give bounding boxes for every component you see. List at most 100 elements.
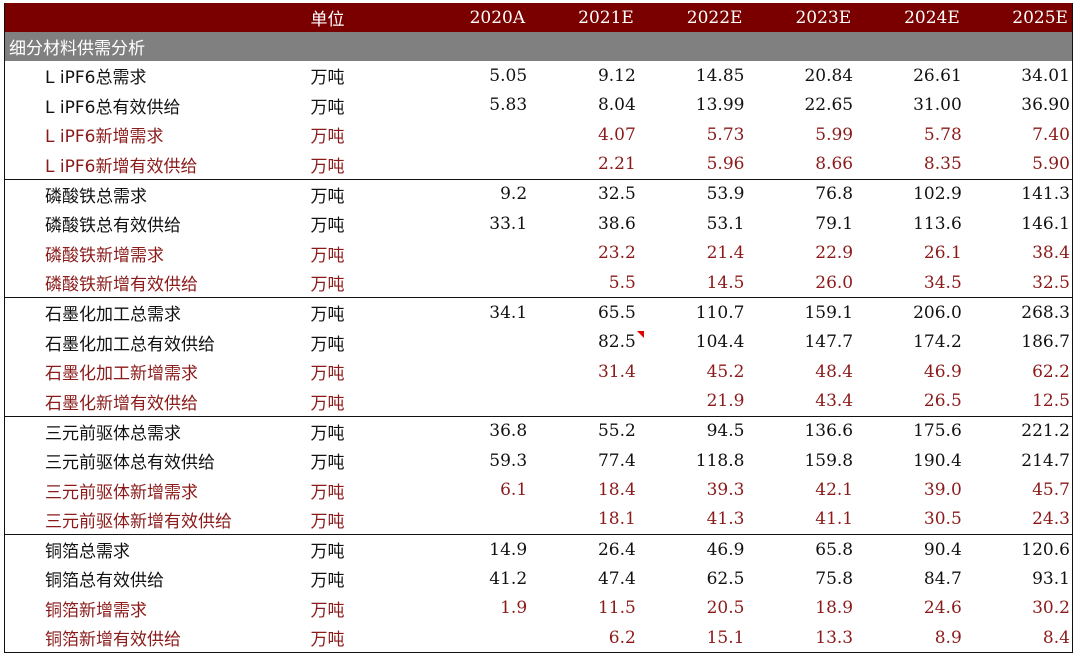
value-cell-2021E: 9.12 xyxy=(529,61,638,91)
value-cell-2025E: 7.40 xyxy=(964,120,1073,150)
value-cell-2024E: 175.6 xyxy=(855,415,964,446)
section-title: 细分材料供需分析 xyxy=(4,32,1073,61)
value-text: 18.9 xyxy=(815,598,854,619)
header-year-2021: 2021E xyxy=(578,7,634,28)
value-cell-2022E: 104.4 xyxy=(638,327,747,357)
value-text: 82.5 xyxy=(597,332,636,353)
row-unit: 万吨 xyxy=(310,393,345,414)
row-label: 三元前驱体新增需求 xyxy=(45,482,198,503)
value-text: 34.1 xyxy=(489,302,528,323)
value-text: 118.8 xyxy=(695,450,745,471)
value-text: 21.4 xyxy=(706,243,745,264)
value-text: 175.6 xyxy=(913,421,962,442)
header-year-2023: 2023E xyxy=(795,7,852,28)
row-unit: 万吨 xyxy=(310,630,345,651)
value-text: 62.2 xyxy=(1032,361,1070,382)
table-row: 铜箔总需求 万吨 14.9 26.4 46.9 65.8 90.4 120.6 xyxy=(4,534,1073,565)
value-text: 15.1 xyxy=(706,627,745,648)
row-label: 石墨化新增有效供给 xyxy=(45,393,198,414)
row-label: 铜箔新增有效供给 xyxy=(45,630,181,651)
value-text: 59.3 xyxy=(489,450,528,471)
value-cell-2023E: 65.8 xyxy=(746,534,856,565)
value-cell-2023E: 79.1 xyxy=(746,209,855,239)
value-cell-2020A: 36.8 xyxy=(420,415,530,446)
value-cell-2021E: 11.5 xyxy=(529,594,638,624)
value-cell-2024E: 46.9 xyxy=(855,357,964,387)
value-cell-2025E: 32.5 xyxy=(964,268,1073,298)
value-cell-2022E: 45.2 xyxy=(638,357,747,387)
row-label: 铜箔总需求 xyxy=(4,534,305,565)
value-text: 53.9 xyxy=(706,184,745,205)
value-text: 8.66 xyxy=(815,154,854,175)
value-cell-2022E: 110.7 xyxy=(637,297,747,328)
value-cell-2023E: 76.8 xyxy=(746,178,856,209)
value-text: 31.00 xyxy=(913,95,962,116)
value-cell-2020A xyxy=(421,505,530,535)
value-text: 33.1 xyxy=(489,213,528,234)
row-unit: 万吨 xyxy=(310,97,345,118)
value-text: 32.5 xyxy=(1032,272,1070,293)
row-unit: 万吨 xyxy=(310,453,345,474)
value-text: 30.5 xyxy=(923,509,962,530)
value-cell-2022E: 53.9 xyxy=(637,178,747,209)
value-cell-2020A: 5.05 xyxy=(421,61,530,91)
value-text: 65.5 xyxy=(597,302,636,323)
value-text: 104.4 xyxy=(695,332,745,353)
value-cell-2022E: 5.73 xyxy=(638,120,747,150)
value-cell-2025E: 5.90 xyxy=(964,150,1073,180)
value-cell-2024E: 8.35 xyxy=(855,150,964,180)
value-text: 47.4 xyxy=(597,568,636,589)
row-unit: 万吨 xyxy=(310,275,345,296)
value-text: 146.1 xyxy=(1021,213,1070,234)
value-text: 22.65 xyxy=(804,95,854,116)
value-text: 53.1 xyxy=(706,213,745,234)
value-cell-2025E: 120.6 xyxy=(963,534,1073,565)
table-row: 铜箔新增需求 万吨 1.9 11.5 20.5 18.9 24.6 30.2 xyxy=(5,594,1073,624)
value-text: 206.0 xyxy=(913,302,962,323)
value-cell-2021E: 77.4 xyxy=(529,446,638,476)
header-year-2024: 2024E xyxy=(904,7,960,28)
value-cell-2022E: 13.99 xyxy=(638,91,747,121)
value-cell-2021E: 23.2 xyxy=(529,239,638,269)
value-cell-2021E: 55.2 xyxy=(529,415,638,446)
value-text: 221.2 xyxy=(1021,421,1070,442)
value-text: 24.3 xyxy=(1032,509,1070,530)
value-text: 13.99 xyxy=(695,95,745,116)
value-cell-2020A: 6.1 xyxy=(421,475,530,505)
value-cell-2023E: 26.0 xyxy=(746,268,855,298)
value-text: 9.12 xyxy=(597,65,636,86)
row-unit: 万吨 xyxy=(304,534,421,565)
value-text: 120.6 xyxy=(1021,539,1070,560)
row-label: L iPF6新增有效供给 xyxy=(45,156,198,177)
header-year-2025: 2025E xyxy=(1012,7,1068,28)
value-text: 18.4 xyxy=(597,480,636,501)
value-cell-2024E: 31.00 xyxy=(855,91,964,121)
value-cell-2021E: 5.5 xyxy=(529,268,638,298)
value-text: 186.7 xyxy=(1021,332,1070,353)
table-row: 三元前驱体总有效供给 万吨 59.3 77.4 118.8 159.8 190.4 214.7 xyxy=(5,446,1073,476)
table-row: L iPF6新增有效供给 万吨 2.21 5.96 8.66 8.35 5.90 xyxy=(5,150,1073,180)
row-label: 三元前驱体总需求 xyxy=(4,415,305,446)
value-text: 4.07 xyxy=(597,124,636,145)
value-cell-2024E: 30.5 xyxy=(855,505,964,535)
value-cell-2025E: 36.90 xyxy=(964,91,1073,121)
value-text: 94.5 xyxy=(706,421,745,442)
value-cell-2024E: 84.7 xyxy=(855,564,964,594)
value-cell-2023E: 136.6 xyxy=(746,415,856,446)
value-cell-2023E: 5.99 xyxy=(746,120,855,150)
value-cell-2020A: 41.2 xyxy=(421,564,530,594)
value-cell-2020A: 34.1 xyxy=(420,297,530,328)
row-label: 磷酸铁总有效供给 xyxy=(45,216,181,237)
value-cell-2023E: 48.4 xyxy=(746,357,855,387)
table-row: L iPF6总需求 万吨 5.05 9.12 14.85 20.84 26.61 34.01 xyxy=(5,61,1073,91)
row-unit: 万吨 xyxy=(310,68,345,89)
value-cell-2022E: 14.85 xyxy=(638,61,747,91)
value-text: 45.2 xyxy=(706,361,745,382)
value-cell-2025E: 62.2 xyxy=(964,357,1073,387)
value-text: 41.2 xyxy=(489,568,528,589)
value-text: 24.6 xyxy=(923,598,962,619)
row-unit: 万吨 xyxy=(310,571,345,592)
value-text: 42.1 xyxy=(815,480,854,501)
table-row: 磷酸铁新增需求 万吨 23.2 21.4 22.9 26.1 38.4 xyxy=(5,239,1073,269)
value-text: 7.40 xyxy=(1032,124,1070,145)
